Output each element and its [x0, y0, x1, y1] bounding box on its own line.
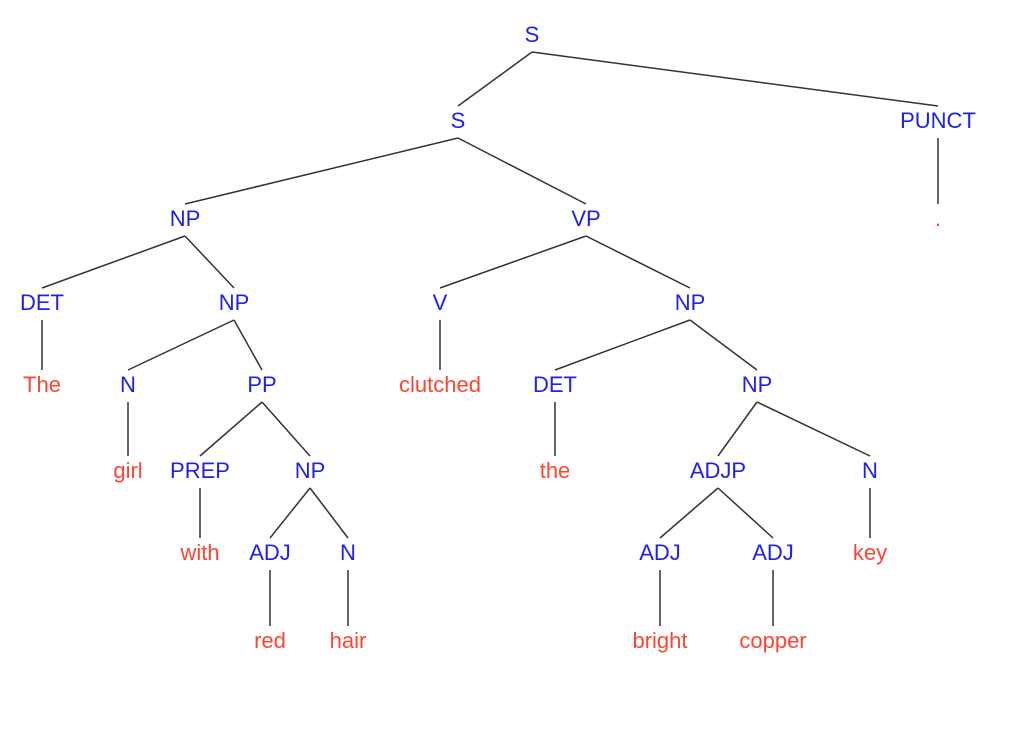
- terminal-node: hair: [330, 628, 367, 653]
- terminal-node: red: [254, 628, 286, 653]
- terminal-node: copper: [739, 628, 806, 653]
- nonterminal-node: S: [525, 22, 540, 47]
- nonterminal-node: VP: [571, 206, 600, 231]
- nonterminal-node: DET: [533, 372, 577, 397]
- nonterminal-node: N: [120, 372, 136, 397]
- nonterminal-node: ADJ: [752, 540, 794, 565]
- nonterminal-node: V: [433, 290, 448, 315]
- tree-edge: [440, 236, 586, 288]
- nonterminal-node: DET: [20, 290, 64, 315]
- tree-edge: [586, 236, 690, 288]
- tree-edge: [660, 488, 718, 538]
- nonterminal-node: PREP: [170, 458, 230, 483]
- nonterminal-node: ADJ: [249, 540, 291, 565]
- nonterminal-node: NP: [742, 372, 773, 397]
- tree-edge: [185, 236, 234, 288]
- tree-edge: [555, 320, 690, 370]
- nonterminal-node: NP: [170, 206, 201, 231]
- tree-edge: [718, 402, 757, 456]
- terminal-node: .: [935, 206, 941, 231]
- nonterminal-node: NP: [295, 458, 326, 483]
- tree-edge: [128, 320, 234, 370]
- terminal-node: with: [179, 540, 219, 565]
- terminal-node: The: [23, 372, 61, 397]
- terminal-node: clutched: [399, 372, 481, 397]
- tree-edge: [185, 138, 458, 204]
- syntax-tree: S S PUNCT NP VP DET NP V NP The N PP clutched DET NP gi…: [0, 0, 1024, 734]
- tree-edge: [718, 488, 773, 538]
- nonterminal-node: N: [862, 458, 878, 483]
- tree-edge: [690, 320, 757, 370]
- nonterminal-node: PP: [247, 372, 276, 397]
- nonterminal-node: PUNCT: [900, 108, 976, 133]
- tree-edge: [262, 402, 310, 456]
- terminal-node: bright: [632, 628, 687, 653]
- tree-edge: [458, 52, 532, 106]
- tree-edge: [234, 320, 262, 370]
- nonterminal-node: N: [340, 540, 356, 565]
- tree-edge: [757, 402, 870, 456]
- nonterminal-node: NP: [675, 290, 706, 315]
- tree-edge: [42, 236, 185, 288]
- tree-edge: [458, 138, 586, 204]
- tree-edge: [200, 402, 262, 456]
- tree-edge: [270, 488, 310, 538]
- nonterminal-node: ADJ: [639, 540, 681, 565]
- tree-edge: [310, 488, 348, 538]
- terminal-node: girl: [113, 458, 142, 483]
- tree-edge: [532, 52, 938, 106]
- nonterminal-node: ADJP: [690, 458, 746, 483]
- nonterminal-node: NP: [219, 290, 250, 315]
- terminal-node: the: [540, 458, 571, 483]
- terminal-node: key: [853, 540, 887, 565]
- nonterminal-node: S: [451, 108, 466, 133]
